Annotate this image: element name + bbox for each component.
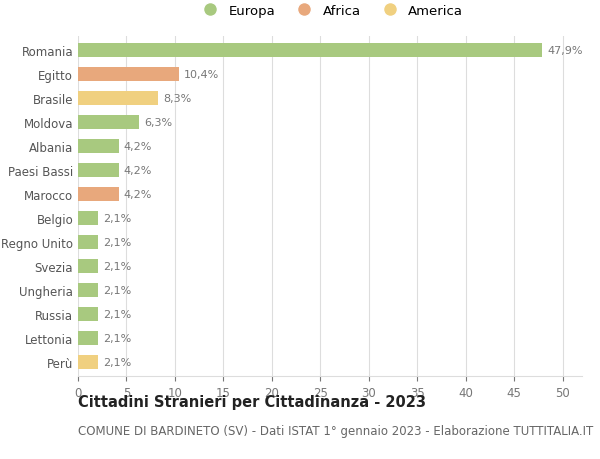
Text: 47,9%: 47,9% xyxy=(547,46,583,56)
Bar xyxy=(78,331,98,345)
Bar xyxy=(78,235,98,250)
Text: 8,3%: 8,3% xyxy=(163,94,191,104)
Text: 4,2%: 4,2% xyxy=(124,166,152,176)
Text: 4,2%: 4,2% xyxy=(124,142,152,152)
Text: 2,1%: 2,1% xyxy=(103,333,131,343)
Text: 2,1%: 2,1% xyxy=(103,213,131,224)
Text: 10,4%: 10,4% xyxy=(184,70,219,80)
Text: 2,1%: 2,1% xyxy=(103,261,131,271)
Text: Cittadini Stranieri per Cittadinanza - 2023: Cittadini Stranieri per Cittadinanza - 2… xyxy=(78,394,426,409)
Text: 2,1%: 2,1% xyxy=(103,285,131,295)
Bar xyxy=(78,92,158,106)
Text: 6,3%: 6,3% xyxy=(144,118,172,128)
Bar xyxy=(78,283,98,297)
Bar xyxy=(78,187,119,202)
Text: 2,1%: 2,1% xyxy=(103,237,131,247)
Legend: Europa, Africa, America: Europa, Africa, America xyxy=(191,0,469,23)
Bar xyxy=(78,140,119,154)
Bar xyxy=(78,116,139,130)
Bar xyxy=(78,163,119,178)
Bar xyxy=(78,44,542,58)
Bar xyxy=(78,68,179,82)
Bar xyxy=(78,355,98,369)
Bar xyxy=(78,211,98,226)
Text: 2,1%: 2,1% xyxy=(103,357,131,367)
Bar xyxy=(78,259,98,274)
Text: COMUNE DI BARDINETO (SV) - Dati ISTAT 1° gennaio 2023 - Elaborazione TUTTITALIA.: COMUNE DI BARDINETO (SV) - Dati ISTAT 1°… xyxy=(78,424,593,437)
Bar xyxy=(78,307,98,321)
Text: 4,2%: 4,2% xyxy=(124,190,152,200)
Text: 2,1%: 2,1% xyxy=(103,309,131,319)
